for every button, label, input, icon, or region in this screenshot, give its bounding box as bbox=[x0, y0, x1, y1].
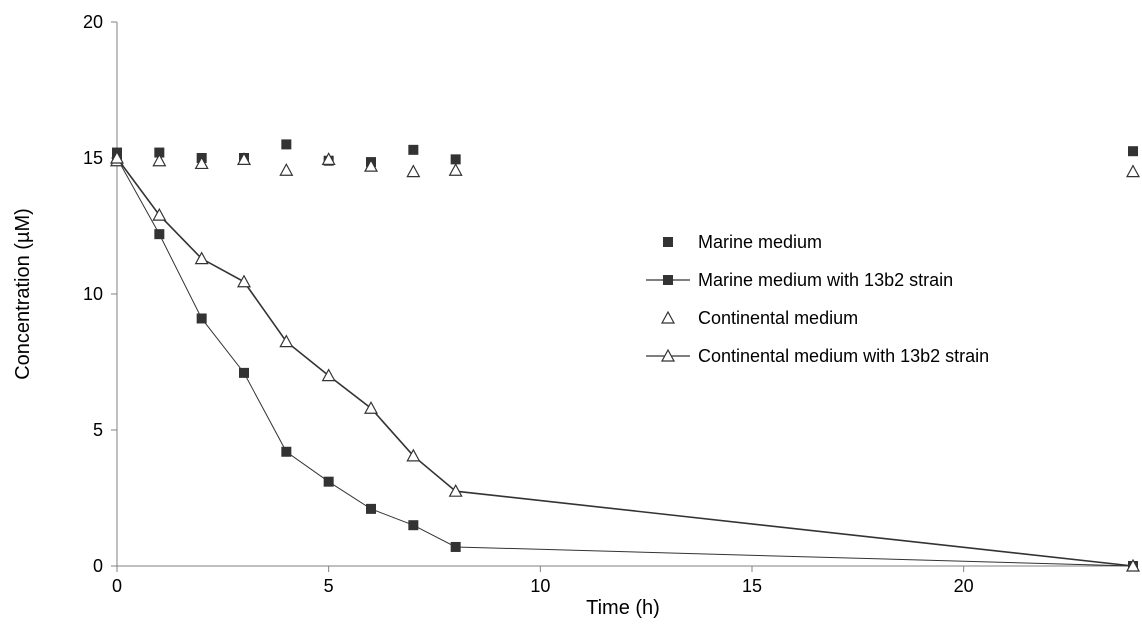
legend-label: Marine medium bbox=[698, 232, 822, 252]
data-point bbox=[281, 139, 292, 150]
legend-label: Continental medium with 13b2 strain bbox=[698, 346, 989, 366]
y-tick-label: 10 bbox=[83, 284, 103, 304]
series-line bbox=[116, 157, 1134, 567]
data-point bbox=[408, 520, 419, 531]
axes bbox=[116, 22, 1133, 567]
legend: Marine medium Marine medium with 13b2 str… bbox=[646, 232, 989, 366]
y-tick-label: 0 bbox=[93, 556, 103, 576]
data-point bbox=[152, 207, 167, 221]
x-tick-label: 15 bbox=[742, 576, 762, 596]
legend-item: Continental medium with 13b2 strain bbox=[646, 346, 989, 366]
data-point bbox=[450, 154, 461, 165]
data-point bbox=[154, 147, 165, 158]
data-point bbox=[448, 483, 463, 497]
x-tick-label: 20 bbox=[954, 576, 974, 596]
legend-item: Continental medium bbox=[660, 308, 858, 328]
data-point bbox=[448, 162, 463, 176]
series-line bbox=[116, 157, 1134, 567]
x-tick-label: 5 bbox=[324, 576, 334, 596]
data-point bbox=[194, 156, 209, 170]
legend-label: Continental medium bbox=[698, 308, 858, 328]
data-point bbox=[363, 158, 379, 172]
data-point bbox=[406, 164, 421, 178]
data-point bbox=[239, 367, 249, 378]
y-tick-label: 5 bbox=[93, 420, 103, 440]
data-point bbox=[406, 448, 421, 462]
data-point bbox=[152, 153, 167, 167]
data-point bbox=[450, 541, 461, 552]
data-point bbox=[321, 368, 336, 382]
legend-item: Marine medium bbox=[663, 232, 822, 252]
data-point bbox=[366, 503, 376, 514]
series-layer bbox=[109, 139, 1141, 572]
y-tick-label: 15 bbox=[83, 148, 103, 168]
data-point bbox=[279, 162, 294, 176]
ticks: 0 5 10 15 20 0 5 10 15 20 bbox=[83, 12, 974, 596]
y-tick-label: 20 bbox=[83, 12, 103, 32]
data-point bbox=[236, 274, 252, 288]
x-axis-title: Time (h) bbox=[586, 597, 660, 619]
data-point bbox=[408, 144, 419, 155]
data-point bbox=[1125, 558, 1141, 572]
data-point bbox=[281, 446, 292, 457]
x-tick-label: 10 bbox=[530, 576, 550, 596]
legend-marker bbox=[663, 275, 673, 285]
data-point bbox=[1125, 164, 1141, 178]
legend-label: Marine medium with 13b2 strain bbox=[698, 270, 953, 290]
legend-marker bbox=[663, 237, 673, 247]
legend-marker bbox=[660, 310, 676, 324]
data-point bbox=[236, 152, 252, 165]
data-point bbox=[154, 229, 165, 240]
data-point bbox=[196, 313, 207, 324]
data-point bbox=[194, 251, 209, 265]
data-point bbox=[321, 152, 336, 165]
data-point bbox=[279, 334, 294, 348]
data-point bbox=[109, 150, 125, 164]
x-tick-label: 0 bbox=[112, 576, 122, 596]
legend-marker bbox=[660, 348, 676, 362]
series-4 bbox=[109, 150, 1141, 572]
y-axis-title: Concentration (µM) bbox=[12, 208, 34, 380]
series-1 bbox=[112, 139, 1138, 168]
legend-item: Marine medium with 13b2 strain bbox=[646, 270, 953, 290]
data-point bbox=[1128, 146, 1138, 157]
series-3 bbox=[109, 152, 1141, 178]
data-point bbox=[323, 476, 334, 487]
data-point bbox=[363, 400, 379, 414]
